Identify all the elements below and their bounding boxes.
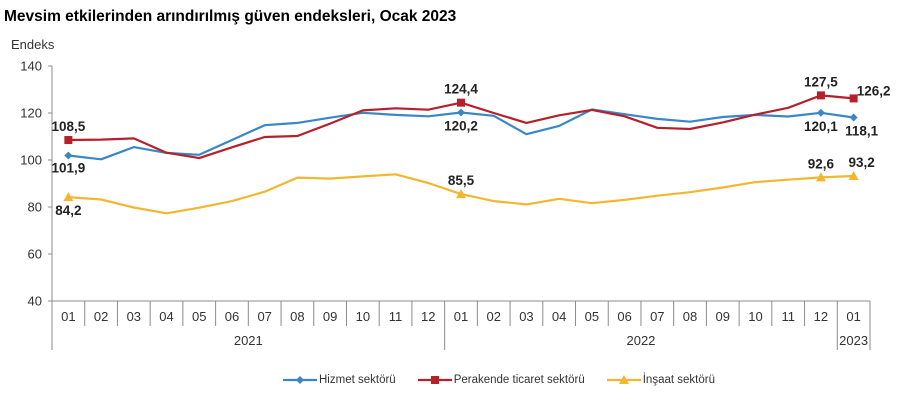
- x-tick-label: 07: [650, 309, 664, 324]
- data-label: 85,5: [448, 173, 475, 188]
- legend-label: Perakende ticaret sektörü: [453, 374, 585, 386]
- data-label: 126,2: [857, 83, 891, 98]
- data-label: 108,5: [51, 119, 85, 134]
- x-tick-label: 06: [617, 309, 631, 324]
- triangle-marker: [815, 172, 826, 182]
- x-tick-label: 11: [389, 309, 403, 324]
- x-tick-label: 12: [421, 309, 435, 324]
- triangle-marker: [618, 375, 629, 384]
- x-tick-label: 04: [552, 309, 566, 324]
- y-tick-label: 100: [20, 153, 42, 168]
- triangle-marker: [63, 192, 74, 202]
- diamond-marker: [64, 151, 73, 160]
- data-label: 93,2: [848, 155, 874, 170]
- data-label: 127,5: [804, 74, 838, 89]
- x-tick-label: 11: [781, 309, 795, 324]
- square-marker: [430, 376, 439, 384]
- legend-label: Hizmet sektörü: [319, 374, 396, 386]
- x-tick-label: 02: [486, 309, 500, 324]
- legend-swatch: [606, 375, 641, 384]
- legend-item: Perakende ticaret sektörü: [417, 374, 585, 386]
- data-labels: 101,9 120,2 120,1 118,1 108,5 124,4 127,5 126,2…: [51, 74, 890, 218]
- legend-item: İnşaat sektörü: [606, 374, 715, 386]
- square-marker: [849, 94, 858, 103]
- x-tick-label: 01: [61, 309, 75, 324]
- x-tick-label: 07: [257, 309, 271, 324]
- diamond-marker: [457, 108, 465, 117]
- year-label: 2021: [234, 333, 263, 348]
- chart-title: Mevsim etkilerinden arındırılmış güven e…: [4, 8, 457, 25]
- triangle-marker: [456, 189, 466, 199]
- year-label: 2022: [626, 333, 655, 348]
- x-tick-label: 09: [323, 309, 337, 324]
- y-axis-label: Endeks: [11, 37, 55, 52]
- x-tick-label: 05: [585, 309, 599, 324]
- series-line-0: [68, 108, 854, 161]
- data-label: 101,9: [51, 161, 85, 176]
- y-tick-label: 140: [20, 59, 42, 74]
- square-marker: [457, 98, 465, 107]
- triangle-marker: [848, 170, 859, 180]
- x-tick-label: 12: [814, 309, 828, 324]
- diamond-marker: [849, 113, 858, 122]
- x-tick-label: 04: [159, 309, 173, 324]
- data-label: 84,2: [55, 203, 81, 218]
- x-tick-label: 01: [846, 309, 860, 324]
- data-label: 124,4: [444, 82, 478, 97]
- y-tick-label: 120: [20, 106, 42, 121]
- x-tick-label: 09: [716, 309, 730, 324]
- legend-swatch: [417, 376, 452, 384]
- y-tick-label: 80: [28, 200, 42, 215]
- y-tick-label: 60: [28, 247, 42, 262]
- diamond-marker: [816, 108, 825, 117]
- legend-item: Hizmet sektörü: [283, 374, 396, 386]
- x-tick-label: 03: [127, 309, 141, 324]
- x-tick-label: 08: [683, 309, 697, 324]
- series-markers: [63, 91, 859, 202]
- x-tick-label: 02: [94, 309, 108, 324]
- square-marker: [64, 136, 73, 145]
- data-label: 120,2: [444, 119, 478, 134]
- x-tick-label: 01: [454, 309, 468, 324]
- diamond-marker: [296, 376, 304, 384]
- legend: Hizmet sektörü Perakende ticaret sektörü İ…: [283, 374, 715, 386]
- x-tick-label: 06: [225, 309, 239, 324]
- x-tick-label: 08: [290, 309, 304, 324]
- data-label: 118,1: [845, 123, 879, 138]
- x-tick-label: 03: [519, 309, 533, 324]
- square-marker: [816, 91, 825, 100]
- data-label: 92,6: [808, 156, 835, 171]
- legend-label: İnşaat sektörü: [642, 374, 715, 386]
- legend-swatch: [283, 376, 317, 384]
- y-tick-label: 40: [28, 294, 42, 309]
- year-label: 2023: [839, 333, 868, 348]
- x-tick-label: 05: [192, 309, 206, 324]
- x-tick-label: 10: [356, 309, 370, 324]
- data-label: 120,1: [804, 119, 838, 134]
- x-tick-label: 10: [748, 309, 762, 324]
